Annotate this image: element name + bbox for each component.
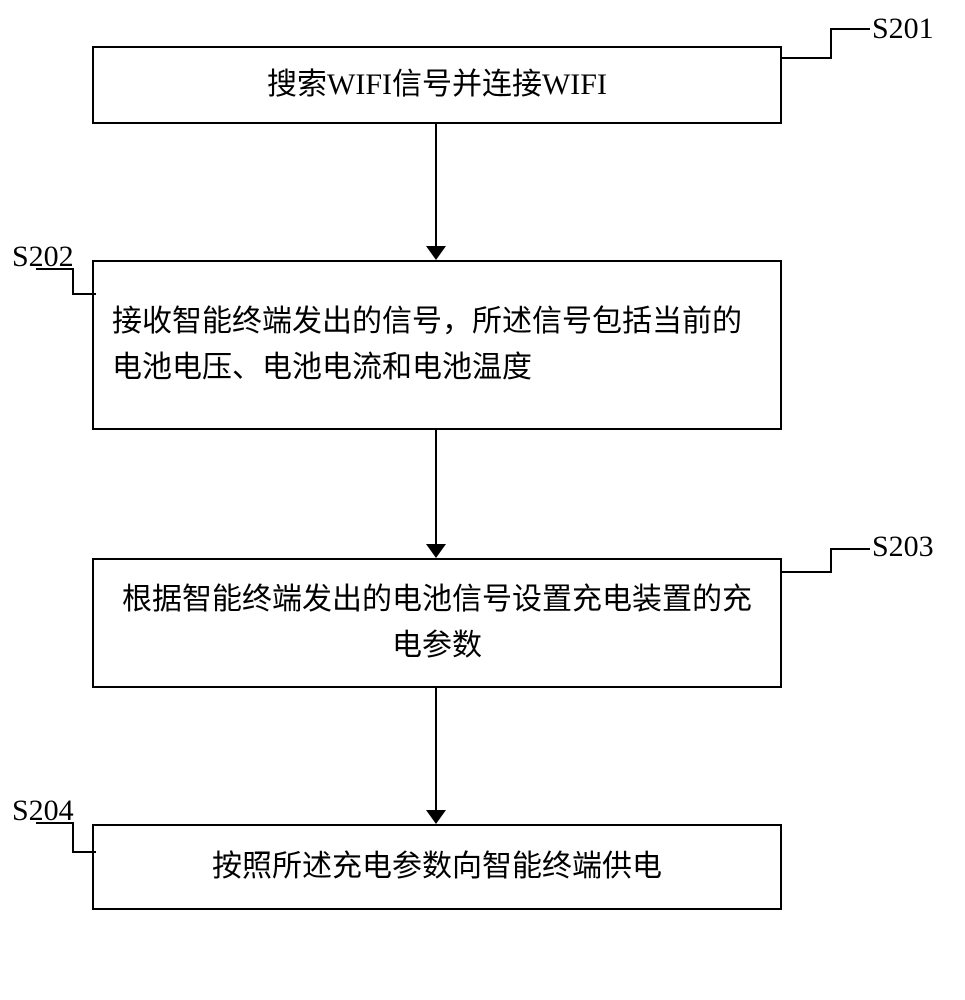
flow-node-s201-text: 搜索WIFI信号并连接WIFI — [112, 62, 762, 109]
arrow-s201-s202 — [435, 124, 437, 246]
arrow-s203-s204 — [435, 688, 437, 810]
arrow-s202-s203 — [435, 430, 437, 544]
flowchart-canvas: 搜索WIFI信号并连接WIFI S201 接收智能终端发出的信号，所述信号包括当… — [0, 0, 965, 1000]
flow-node-s204: 按照所述充电参数向智能终端供电 — [92, 824, 782, 910]
arrow-s202-s203-head — [426, 544, 446, 558]
flow-node-s202: 接收智能终端发出的信号，所述信号包括当前的电池电压、电池电流和电池温度 — [92, 260, 782, 430]
flow-node-s201: 搜索WIFI信号并连接WIFI — [92, 46, 782, 124]
flow-node-s203: 根据智能终端发出的电池信号设置充电装置的充电参数 — [92, 558, 782, 688]
flow-node-s203-text: 根据智能终端发出的电池信号设置充电装置的充电参数 — [112, 577, 762, 670]
arrow-s203-s204-head — [426, 810, 446, 824]
flow-node-s204-text: 按照所述充电参数向智能终端供电 — [112, 844, 762, 891]
arrow-s201-s202-head — [426, 246, 446, 260]
flow-label-s203: S203 — [872, 530, 934, 564]
flow-label-s201: S201 — [872, 12, 934, 46]
flow-node-s202-text: 接收智能终端发出的信号，所述信号包括当前的电池电压、电池电流和电池温度 — [112, 299, 762, 392]
